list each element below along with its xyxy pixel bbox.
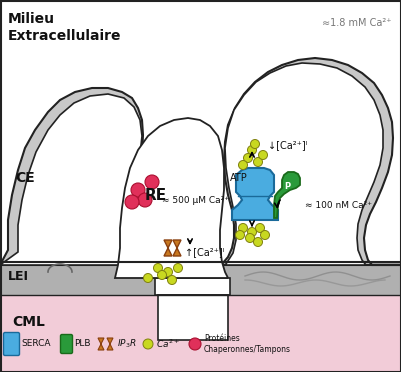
Circle shape — [245, 234, 255, 243]
Polygon shape — [0, 262, 401, 295]
Polygon shape — [173, 240, 181, 256]
FancyBboxPatch shape — [61, 334, 73, 353]
Circle shape — [143, 339, 153, 349]
Polygon shape — [98, 338, 104, 350]
Text: $IP_3R$: $IP_3R$ — [117, 338, 137, 350]
Circle shape — [253, 157, 263, 167]
Circle shape — [255, 224, 265, 232]
Text: Protéines
Chaperonnes/Tampons: Protéines Chaperonnes/Tampons — [204, 334, 291, 354]
Text: ↓[Ca²⁺]ᴵ: ↓[Ca²⁺]ᴵ — [268, 140, 308, 150]
Text: CE: CE — [15, 171, 35, 185]
Polygon shape — [0, 295, 401, 372]
Circle shape — [259, 151, 267, 160]
Text: RE: RE — [145, 187, 167, 202]
Circle shape — [239, 224, 247, 232]
Polygon shape — [0, 58, 401, 270]
Text: PLB: PLB — [74, 340, 91, 349]
Polygon shape — [158, 295, 228, 340]
Text: ≈ 100 nM Ca²⁺: ≈ 100 nM Ca²⁺ — [305, 201, 372, 209]
Text: ≈1.8 mM Ca²⁺: ≈1.8 mM Ca²⁺ — [322, 18, 392, 28]
Circle shape — [174, 263, 182, 273]
Text: ATP: ATP — [230, 173, 248, 183]
Circle shape — [247, 145, 257, 154]
Circle shape — [253, 237, 263, 247]
Circle shape — [235, 231, 245, 240]
Circle shape — [154, 263, 162, 273]
Polygon shape — [115, 118, 228, 278]
Polygon shape — [274, 172, 300, 218]
Text: P: P — [284, 182, 290, 190]
Circle shape — [247, 228, 257, 237]
Circle shape — [243, 154, 253, 163]
Circle shape — [239, 160, 247, 170]
Circle shape — [158, 270, 166, 279]
Circle shape — [131, 183, 145, 197]
Text: ↑[Ca²⁺]ᴵ: ↑[Ca²⁺]ᴵ — [185, 247, 225, 257]
Polygon shape — [155, 278, 230, 295]
Circle shape — [168, 276, 176, 285]
Text: CML: CML — [12, 315, 45, 329]
Text: Milieu
Extracellulaire: Milieu Extracellulaire — [8, 12, 122, 43]
Circle shape — [144, 273, 152, 282]
Circle shape — [164, 267, 172, 276]
Circle shape — [189, 338, 201, 350]
Circle shape — [138, 193, 152, 207]
Circle shape — [261, 231, 269, 240]
Text: ≈ 500 μM Ca²⁺: ≈ 500 μM Ca²⁺ — [162, 196, 229, 205]
Polygon shape — [232, 168, 278, 220]
Polygon shape — [0, 63, 401, 272]
Text: LEI: LEI — [8, 269, 29, 282]
Text: $Ca^{2+}$: $Ca^{2+}$ — [156, 338, 180, 350]
Text: SERCA: SERCA — [21, 340, 51, 349]
Circle shape — [125, 195, 139, 209]
Circle shape — [251, 140, 259, 148]
FancyBboxPatch shape — [4, 333, 20, 356]
Polygon shape — [164, 240, 172, 256]
Circle shape — [145, 175, 159, 189]
Polygon shape — [107, 338, 113, 350]
